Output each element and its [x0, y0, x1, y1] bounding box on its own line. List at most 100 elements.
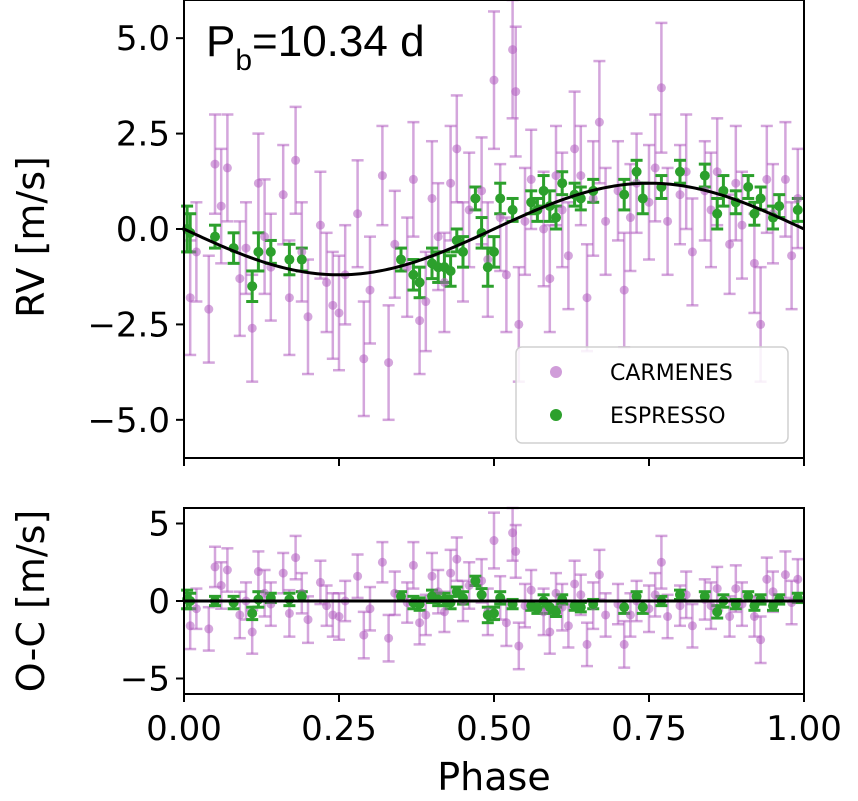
carmenes-point — [656, 83, 666, 93]
carmenes-point — [204, 304, 214, 314]
period-label-value: =10.34 d — [252, 17, 425, 66]
carmenes-point — [557, 205, 567, 215]
carmenes-point — [415, 316, 425, 326]
carmenes-point — [216, 201, 226, 211]
legend-espresso-marker — [550, 409, 562, 421]
carmenes-point — [570, 579, 580, 589]
carmenes-point — [353, 209, 363, 219]
carmenes-point — [508, 45, 518, 55]
x-tick-label: 1.00 — [766, 709, 842, 749]
carmenes-point — [483, 255, 493, 265]
x-tick-label: 0.75 — [611, 709, 687, 749]
carmenes-point — [650, 590, 660, 600]
carmenes-point — [415, 618, 425, 628]
carmenes-point — [511, 546, 521, 556]
carmenes-point — [210, 562, 220, 572]
carmenes-point — [421, 297, 431, 307]
carmenes-point — [526, 585, 536, 595]
espresso-point — [712, 208, 723, 219]
carmenes-point — [452, 554, 462, 564]
carmenes-point — [253, 567, 263, 577]
carmenes-point — [731, 584, 741, 594]
carmenes-point — [377, 171, 387, 181]
carmenes-point — [446, 178, 456, 188]
carmenes-point — [235, 610, 245, 620]
carmenes-point — [601, 216, 611, 226]
espresso-point — [247, 281, 258, 292]
carmenes-point — [780, 174, 790, 184]
carmenes-point — [353, 571, 363, 581]
period-label-main: P — [206, 17, 235, 66]
carmenes-point — [489, 75, 499, 85]
x-axis-label: Phase — [437, 755, 550, 799]
carmenes-point — [725, 239, 735, 249]
carmenes-point — [446, 568, 456, 578]
espresso-point — [575, 602, 586, 613]
rv-y-ticks: −5.0 −2.5 0.0 2.5 5.0 — [87, 19, 184, 441]
carmenes-point — [427, 571, 437, 581]
carmenes-point — [514, 319, 524, 329]
carmenes-point — [501, 618, 511, 628]
rv-panel: −5.0 −2.5 0.0 2.5 5.0 RV [m/s] Pb=10.34 d CA… — [9, 0, 805, 466]
carmenes-point — [706, 601, 716, 611]
carmenes-point — [222, 163, 232, 173]
carmenes-point — [551, 171, 561, 181]
carmenes-point — [656, 557, 666, 567]
espresso-point — [482, 262, 493, 273]
espresso-point — [551, 606, 561, 617]
espresso-point — [551, 212, 561, 223]
legend-carmenes-marker — [550, 366, 562, 378]
carmenes-point — [712, 167, 722, 177]
carmenes-point — [582, 639, 592, 649]
carmenes-point — [322, 277, 332, 287]
carmenes-point — [377, 557, 387, 567]
espresso-point — [774, 594, 785, 605]
residuals-y-axis-label: O-C [m/s] — [9, 510, 53, 693]
espresso-point — [557, 178, 568, 189]
legend-box — [515, 346, 789, 444]
carmenes-point — [328, 300, 338, 310]
espresso-point — [470, 193, 481, 204]
carmenes-point — [793, 574, 803, 584]
carmenes-point — [421, 610, 431, 620]
espresso-point — [247, 608, 258, 619]
rv-x-ticks — [183, 458, 805, 466]
carmenes-point — [495, 213, 505, 223]
espresso-point — [296, 591, 307, 602]
carmenes-point — [619, 285, 629, 295]
carmenes-point — [464, 205, 474, 215]
espresso-point — [749, 208, 760, 219]
carmenes-point — [210, 159, 220, 169]
espresso-point — [210, 231, 220, 242]
carmenes-point — [749, 612, 759, 621]
espresso-point — [538, 185, 549, 196]
residuals-x-ticks: 0.00 0.25 0.50 0.75 1.00 — [146, 694, 842, 749]
carmenes-point — [439, 277, 449, 287]
espresso-point — [637, 602, 648, 613]
carmenes-point — [185, 293, 195, 303]
carmenes-point — [191, 604, 201, 614]
espresso-point — [637, 193, 648, 204]
carmenes-point — [793, 193, 803, 203]
carmenes-point — [384, 633, 394, 643]
carmenes-point — [334, 612, 344, 621]
y-tick-label: 0.0 — [116, 210, 170, 250]
legend-carmenes-label: CARMENES — [610, 361, 733, 386]
espresso-point — [699, 170, 710, 181]
carmenes-point — [303, 312, 313, 322]
espresso-point — [755, 594, 766, 605]
espresso-point — [619, 189, 630, 200]
carmenes-point — [297, 247, 307, 257]
carmenes-point — [241, 243, 251, 253]
carmenes-point — [278, 190, 288, 200]
carmenes-point — [284, 608, 294, 618]
x-tick-label: 0.00 — [146, 709, 222, 749]
carmenes-point — [749, 258, 759, 268]
espresso-point — [675, 166, 685, 177]
carmenes-point — [303, 615, 313, 625]
espresso-point — [792, 204, 803, 215]
espresso-point — [228, 597, 239, 608]
carmenes-point — [247, 323, 257, 333]
residuals-panel: −5 0 5 0.00 0.25 0.50 0.75 1.00 O-C [m/s] Phas… — [9, 505, 842, 800]
carmenes-point — [625, 610, 635, 620]
